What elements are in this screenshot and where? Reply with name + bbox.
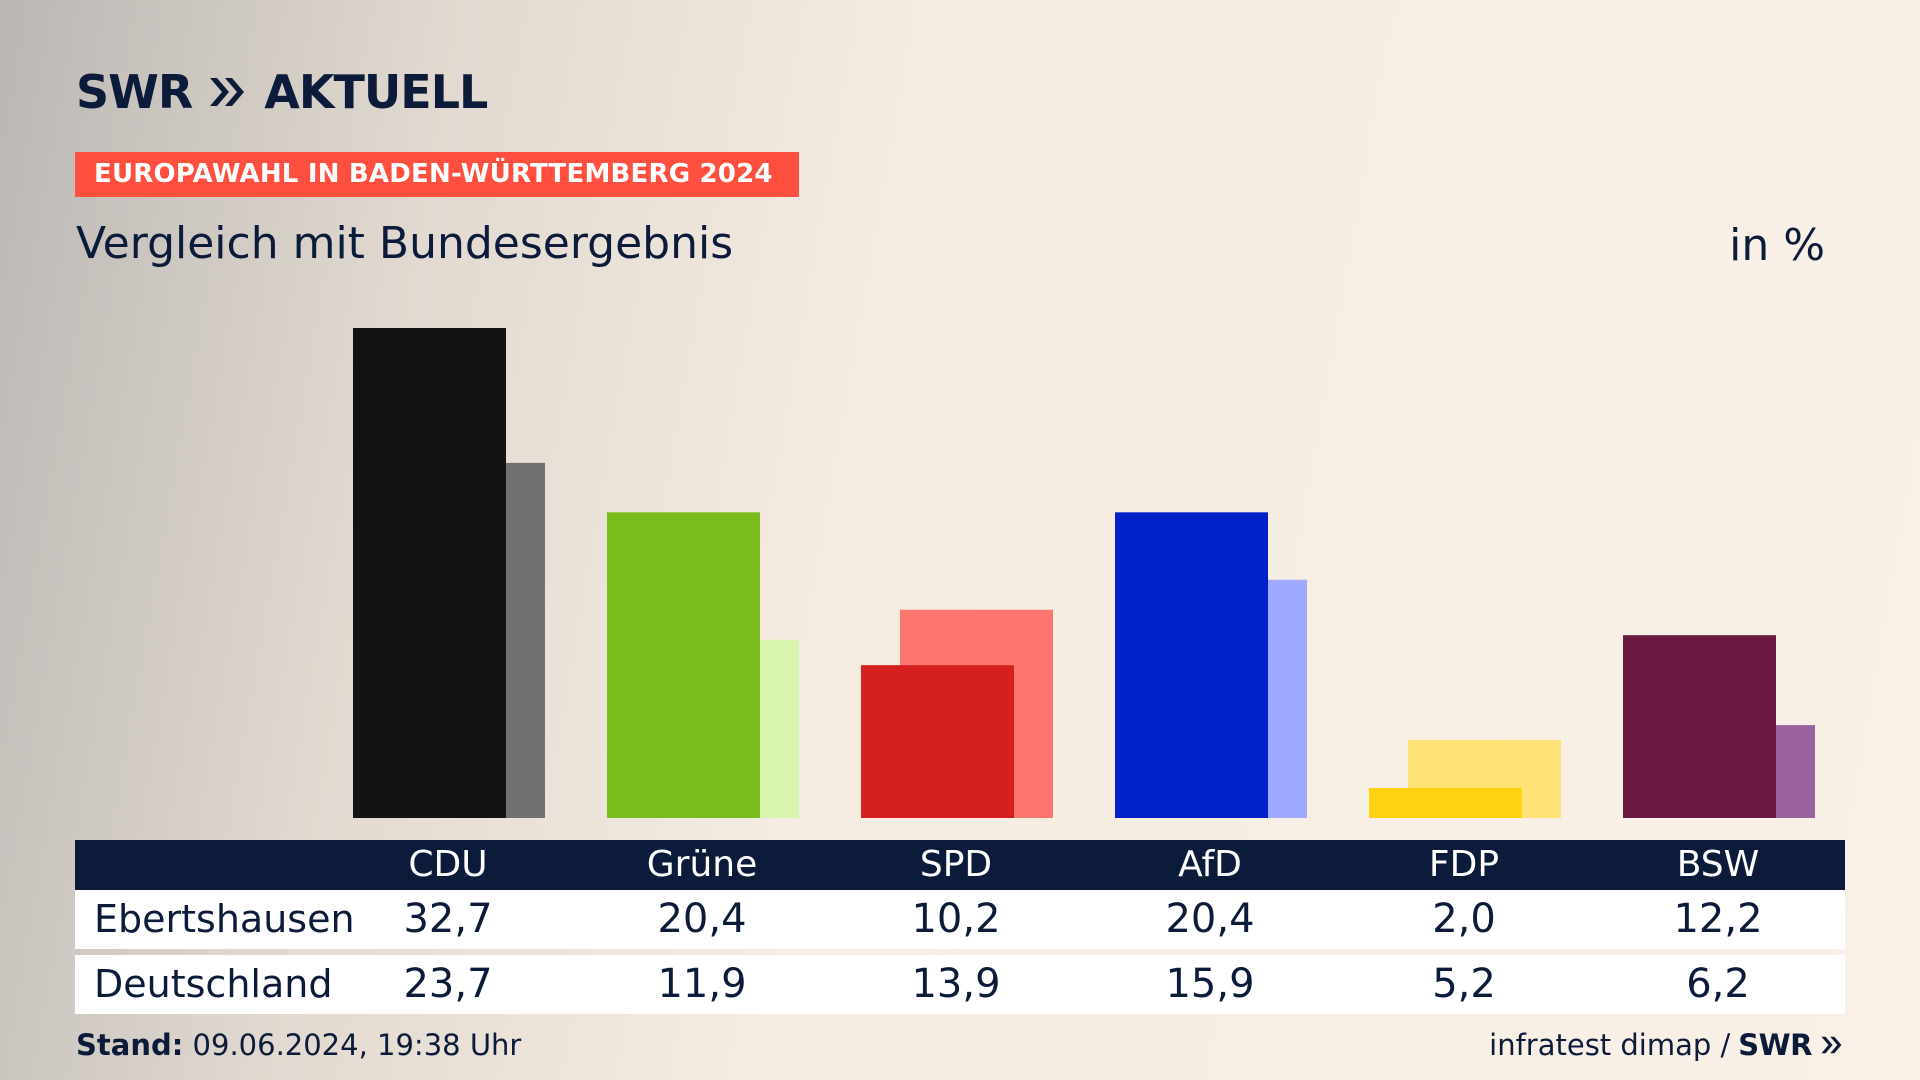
data-label: 15,9 (1165, 961, 1255, 1007)
chevrons-small-icon (1821, 1036, 1842, 1054)
column-header: BSW (1676, 844, 1760, 885)
unit-label: in % (1729, 220, 1825, 271)
election-banner: EUROPAWAHL IN BADEN-WÜRTTEMBERG 2024 (75, 152, 799, 197)
swr-aktuell-logo: SWR AKTUELL (76, 65, 488, 119)
data-label: 13,9 (911, 961, 1001, 1007)
column-header: FDP (1428, 844, 1500, 885)
row-label: Deutschland (94, 962, 333, 1006)
bar-ebertshausen-cdu (353, 328, 506, 818)
stand-label: Stand: (76, 1028, 184, 1062)
bar-ebertshausen-bsw (1623, 635, 1776, 818)
data-label: 32,7 (403, 896, 493, 942)
column-header: AfD (1178, 844, 1242, 885)
bar-chart (353, 328, 1815, 818)
logo-brand-left: SWR (76, 65, 193, 119)
column-header: CDU (408, 844, 488, 885)
data-label: 20,4 (1165, 896, 1255, 942)
bar-ebertshausen-afd (1115, 512, 1268, 818)
chevrons-icon (210, 78, 245, 106)
stand-value: 09.06.2024, 19:38 Uhr (183, 1028, 522, 1062)
bar-ebertshausen-fdp (1369, 788, 1522, 818)
bar-ebertshausen-grne (607, 512, 760, 818)
bar-ebertshausen-spd (861, 665, 1014, 818)
results-table: CDU Grüne SPD AfD FDP BSW Ebertshausen 32,7 20,… (75, 840, 1845, 1014)
source-credit: infratest dimap / SWR (1489, 1028, 1844, 1062)
data-label: 23,7 (403, 961, 493, 1007)
source-brand: SWR (1738, 1028, 1812, 1062)
data-label: 11,9 (657, 961, 747, 1007)
table-row: Deutschland 23,7 11,9 13,9 15,9 5,2 6,2 (75, 955, 1845, 1014)
data-label: 5,2 (1432, 961, 1496, 1007)
timestamp: Stand: 09.06.2024, 19:38 Uhr (76, 1028, 521, 1062)
column-header: SPD (919, 844, 993, 885)
source-text: infratest dimap / (1489, 1028, 1731, 1062)
table-row: Ebertshausen 32,7 20,4 10,2 20,4 2,0 12,2 (75, 890, 1845, 949)
logo-brand-right: AKTUELL (264, 65, 488, 119)
column-header: Grüne (646, 844, 758, 885)
data-label: 10,2 (911, 896, 1001, 942)
data-label: 20,4 (657, 896, 747, 942)
data-label: 2,0 (1432, 896, 1496, 942)
row-label: Ebertshausen (94, 897, 355, 941)
data-label: 6,2 (1686, 961, 1750, 1007)
chart-subtitle: Vergleich mit Bundesergebnis (76, 218, 734, 269)
table-header: CDU Grüne SPD AfD FDP BSW (75, 840, 1845, 890)
data-label: 12,2 (1673, 896, 1763, 942)
